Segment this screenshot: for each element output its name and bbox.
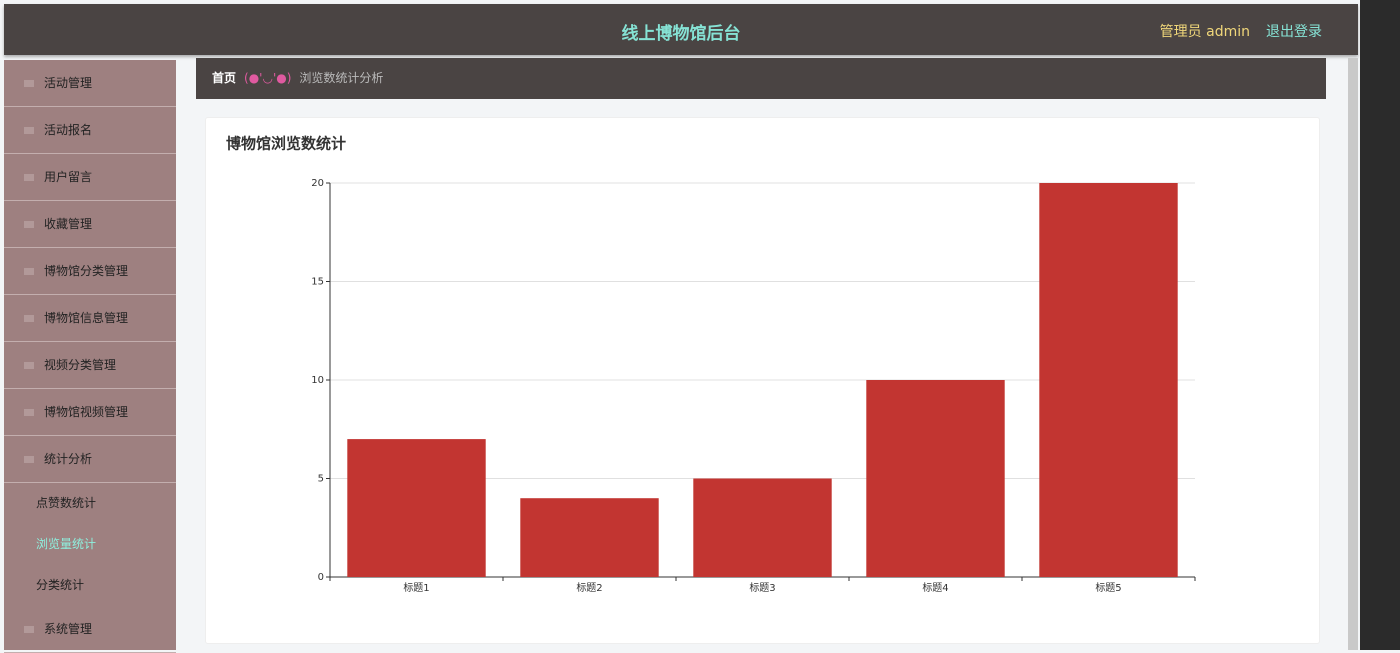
bar: [866, 380, 1005, 577]
x-tick-label: 标题1: [403, 582, 429, 594]
x-tick-label: 标题5: [1095, 582, 1121, 594]
sidebar: 活动管理 活动报名 用户留言 收藏管理 博物馆分类管理 博物馆信息管理 视频分类管理 博物馆视…: [4, 60, 176, 653]
menu-item[interactable]: 博物馆分类管理: [4, 248, 176, 295]
bar: [1039, 183, 1178, 577]
menu-item[interactable]: 系统管理: [4, 606, 176, 653]
y-tick-label: 0: [318, 572, 324, 583]
y-tick-label: 10: [311, 375, 324, 386]
x-tick-label: 标题4: [922, 582, 948, 594]
chart: 博物馆浏览数统计 0 5 10 15 20 标题1 标题2 标题3 标题4 标题5: [226, 135, 1196, 594]
x-tick-label: 标题2: [576, 582, 602, 594]
menu-item[interactable]: 视频分类管理: [4, 342, 176, 389]
submenu-item[interactable]: 点赞数统计: [36, 496, 97, 510]
user-name[interactable]: 管理员 admin: [1159, 24, 1250, 40]
submenu-item[interactable]: 浏览量统计: [36, 537, 97, 551]
menu-item[interactable]: 统计分析: [4, 436, 176, 483]
chart-card: 博物馆浏览数统计 0 5 10 15 20 标题1 标题2 标题3 标题4 标题5: [205, 117, 1320, 644]
menu-item[interactable]: 收藏管理: [4, 201, 176, 248]
scrollbar[interactable]: [1348, 58, 1358, 650]
crumb-separator: (●'◡'●): [244, 71, 292, 85]
crumb-home[interactable]: 首页: [212, 71, 237, 85]
browser-sidebar: [1360, 0, 1400, 650]
logout[interactable]: 退出登录: [1266, 24, 1322, 40]
breadcrumb: 首页 (●'◡'●) 浏览数统计分析: [196, 58, 1326, 99]
chart-title: 博物馆浏览数统计: [226, 135, 346, 153]
bar: [693, 478, 832, 577]
menu-item[interactable]: 博物馆信息管理: [4, 295, 176, 342]
menu-item[interactable]: 用户留言: [4, 154, 176, 201]
menu-item[interactable]: 活动管理: [4, 60, 176, 107]
submenu-item[interactable]: 分类统计: [36, 578, 85, 592]
menu-item[interactable]: 博物馆视频管理: [4, 389, 176, 436]
y-tick-label: 20: [311, 178, 324, 189]
site-title: 线上博物馆后台: [621, 24, 741, 44]
y-tick-label: 15: [311, 277, 324, 288]
y-tick-label: 5: [318, 474, 324, 485]
bar: [520, 498, 659, 577]
crumb-current: 浏览数统计分析: [299, 71, 384, 85]
x-tick-label: 标题3: [749, 582, 775, 594]
header: 线上博物馆后台 管理员 admin 退出登录: [4, 4, 1358, 55]
menu-item[interactable]: 活动报名: [4, 107, 176, 154]
bar: [347, 439, 486, 577]
